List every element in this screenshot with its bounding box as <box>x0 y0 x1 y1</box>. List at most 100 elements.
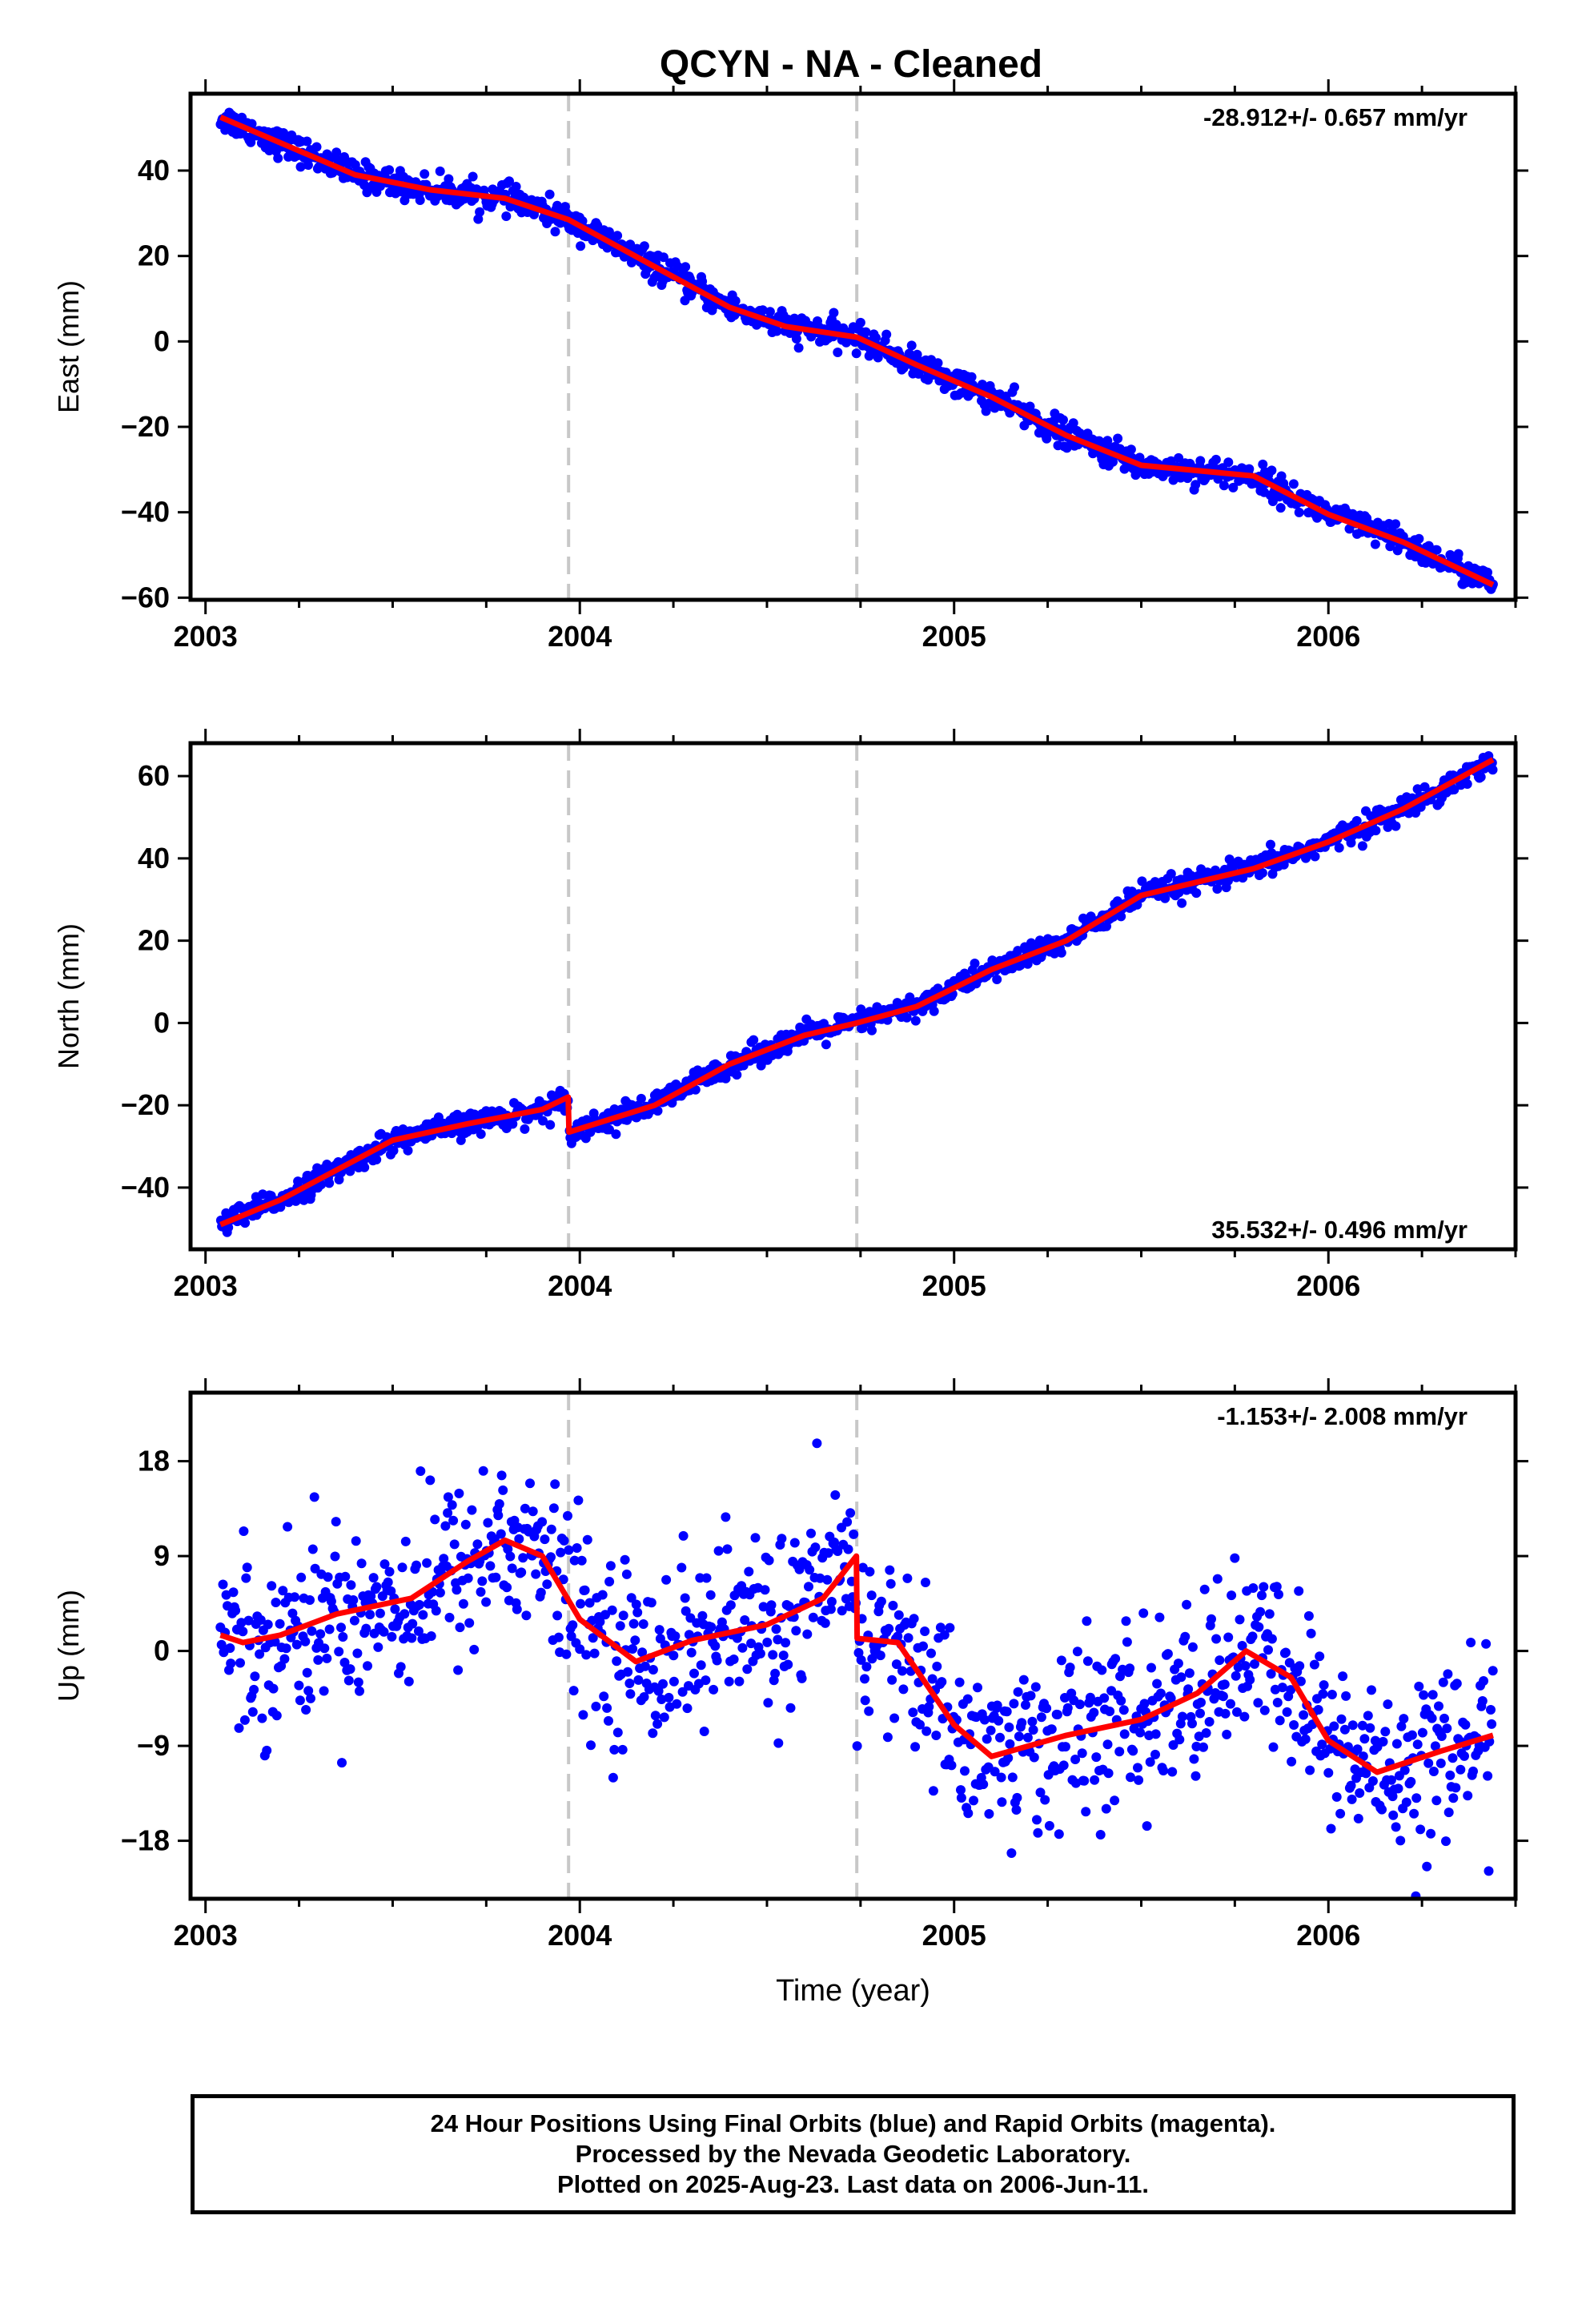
data-point <box>997 1797 1007 1807</box>
data-point <box>1054 1829 1064 1839</box>
data-point <box>791 334 801 344</box>
data-point <box>926 1648 936 1659</box>
x-tick-label: 2005 <box>922 620 986 653</box>
data-point <box>696 1660 706 1671</box>
data-point <box>1259 1582 1269 1592</box>
data-point <box>1173 1659 1183 1669</box>
data-point <box>982 1734 992 1744</box>
y-tick-label: 60 <box>138 759 170 792</box>
data-point <box>1487 1719 1497 1729</box>
data-point <box>812 1438 822 1449</box>
data-point <box>856 1004 866 1015</box>
data-point <box>322 149 332 159</box>
data-point <box>1453 549 1464 559</box>
data-point <box>576 241 586 251</box>
data-point <box>407 1633 417 1643</box>
data-point <box>875 1651 885 1661</box>
data-point <box>766 1600 777 1610</box>
data-point <box>1152 1679 1162 1689</box>
y-tick-label: −9 <box>137 1729 170 1762</box>
data-point <box>604 1124 614 1135</box>
data-point <box>1282 1707 1292 1717</box>
data-point <box>1286 1685 1296 1695</box>
data-point <box>1002 1707 1012 1717</box>
data-point <box>1012 1792 1022 1803</box>
fit-line-east <box>219 115 1495 588</box>
plot-frame-east <box>188 91 1518 602</box>
data-point <box>1481 1638 1492 1649</box>
data-point <box>1445 1770 1456 1780</box>
data-point <box>891 1659 901 1670</box>
data-point <box>623 1667 633 1677</box>
data-point <box>652 1106 663 1116</box>
data-point <box>1121 1616 1131 1626</box>
data-point <box>257 1713 267 1723</box>
data-point <box>1110 1795 1120 1806</box>
data-point <box>882 1732 893 1743</box>
data-point <box>1479 1676 1488 1686</box>
data-point <box>1244 464 1255 474</box>
data-point <box>242 1562 252 1573</box>
x-tick-label: 2005 <box>922 1269 986 1302</box>
data-point <box>1211 1634 1222 1644</box>
data-point <box>1313 1705 1323 1715</box>
data-point <box>1347 1794 1357 1804</box>
data-point <box>303 1686 314 1696</box>
data-point <box>225 1643 235 1653</box>
data-point <box>750 1533 761 1543</box>
data-point <box>452 1585 462 1595</box>
data-point <box>852 1741 862 1751</box>
data-point <box>648 1665 658 1675</box>
data-point <box>247 1707 258 1717</box>
data-point <box>1391 821 1401 831</box>
data-point <box>637 1647 648 1658</box>
data-point <box>1191 480 1201 490</box>
data-point <box>867 1025 877 1035</box>
data-point <box>865 1566 875 1577</box>
data-point <box>1448 1793 1459 1803</box>
data-point <box>765 307 775 317</box>
data-point <box>485 1561 496 1571</box>
data-point <box>1338 1671 1348 1682</box>
data-point <box>1326 1823 1336 1834</box>
data-point <box>1091 1752 1102 1763</box>
data-points-up <box>215 1438 1498 1899</box>
data-point <box>564 1545 574 1555</box>
data-point <box>420 169 430 179</box>
data-point <box>1339 1724 1350 1735</box>
data-point <box>1077 1748 1087 1759</box>
data-point <box>1110 1654 1121 1664</box>
data-point <box>1189 1754 1199 1764</box>
data-point <box>1258 459 1268 469</box>
data-point <box>677 1562 687 1573</box>
data-point <box>670 1631 681 1641</box>
data-point <box>1334 842 1344 853</box>
data-point <box>866 1590 877 1601</box>
data-point <box>448 1515 459 1526</box>
data-point <box>902 1573 913 1583</box>
data-point <box>573 1495 584 1506</box>
data-point <box>501 211 512 221</box>
data-point <box>888 1600 898 1610</box>
data-point <box>295 162 306 172</box>
y-tick-label: −20 <box>121 1088 170 1121</box>
data-point <box>673 262 683 271</box>
data-point <box>855 317 865 328</box>
data-point <box>498 1485 508 1495</box>
data-point <box>435 1587 445 1598</box>
fit-line-north <box>219 757 1495 1228</box>
y-tick-label: 40 <box>138 842 170 875</box>
data-point <box>1116 1695 1126 1706</box>
data-point <box>1042 1703 1052 1714</box>
data-point <box>901 1012 912 1023</box>
data-point <box>331 147 342 158</box>
data-point <box>1187 1719 1197 1729</box>
data-point <box>278 1586 288 1596</box>
data-point <box>491 1572 501 1582</box>
panel-north: −40 −20 0 20 40 60 2003 2004 2005 2006 North (mm) 3… <box>52 729 1528 1302</box>
data-point <box>701 1675 711 1686</box>
data-point <box>893 1610 904 1620</box>
data-point <box>889 1713 900 1723</box>
data-point <box>536 1587 546 1598</box>
data-point <box>600 1610 610 1620</box>
